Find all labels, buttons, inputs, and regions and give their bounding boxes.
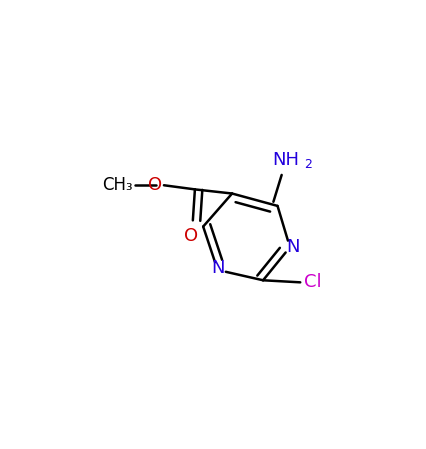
Text: O: O	[183, 227, 197, 245]
Text: O: O	[147, 176, 161, 194]
Text: N: N	[286, 238, 299, 256]
Text: N: N	[210, 259, 224, 277]
Text: CH₃: CH₃	[102, 176, 132, 194]
Text: NH: NH	[272, 151, 299, 169]
Text: 2: 2	[304, 158, 311, 171]
Text: Cl: Cl	[303, 273, 320, 291]
